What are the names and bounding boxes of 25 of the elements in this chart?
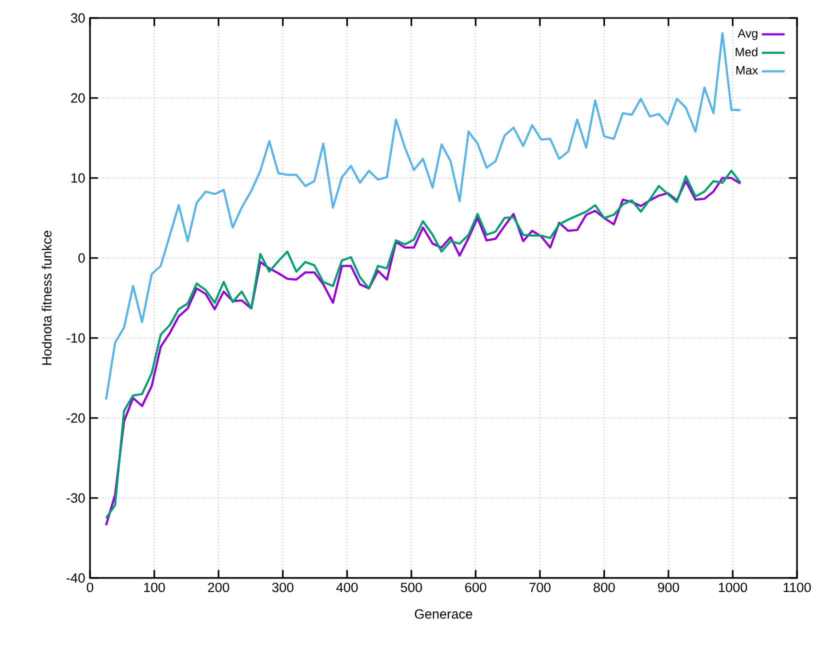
y-axis-title: Hodnota fitness funkce (42, 230, 52, 365)
x-tick-label: 900 (658, 582, 680, 592)
x-tick-label: 200 (208, 582, 230, 592)
y-tick-label: -20 (66, 413, 85, 423)
y-tick-label: 20 (71, 93, 85, 103)
x-axis-title: Generace (414, 609, 472, 619)
x-tick-label: 700 (529, 582, 551, 592)
x-tick-label: 600 (465, 582, 486, 592)
legend-label: Max (736, 66, 758, 75)
legend-label: Avg (738, 29, 758, 40)
x-tick-label: 1000 (718, 582, 748, 592)
y-tick-label: -40 (66, 573, 85, 583)
x-tick-label: 100 (144, 582, 165, 592)
legend-label: Med (736, 47, 758, 56)
x-tick-label: 800 (594, 582, 615, 592)
y-tick-label: -10 (66, 333, 85, 343)
x-tick-label: 300 (272, 582, 294, 592)
y-tick-label: 30 (70, 13, 85, 23)
x-tick-label: 0 (86, 582, 94, 592)
x-tick-label: 1100 (784, 582, 811, 592)
x-tick-label: 500 (400, 582, 422, 592)
x-tick-label: 400 (336, 582, 358, 592)
y-tick-label: -30 (66, 493, 85, 503)
y-tick-label: 10 (71, 173, 85, 183)
y-tick-label: 0 (78, 253, 85, 263)
